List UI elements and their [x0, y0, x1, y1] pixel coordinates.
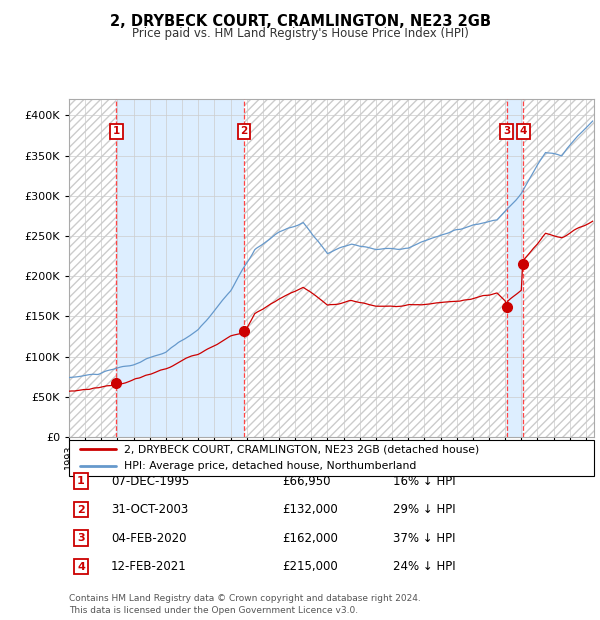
Bar	[69, 99, 116, 437]
Text: 2: 2	[241, 126, 248, 136]
Text: 29% ↓ HPI: 29% ↓ HPI	[393, 503, 455, 516]
Text: 2, DRYBECK COURT, CRAMLINGTON, NE23 2GB (detached house): 2, DRYBECK COURT, CRAMLINGTON, NE23 2GB …	[124, 445, 479, 454]
Text: 37% ↓ HPI: 37% ↓ HPI	[393, 532, 455, 544]
Bar	[244, 99, 506, 437]
Text: £215,000: £215,000	[282, 560, 338, 573]
Text: 24% ↓ HPI: 24% ↓ HPI	[393, 560, 455, 573]
Text: 4: 4	[77, 562, 85, 572]
Text: £66,950: £66,950	[282, 475, 331, 487]
Bar	[506, 99, 523, 437]
Bar	[523, 99, 594, 437]
Text: Price paid vs. HM Land Registry's House Price Index (HPI): Price paid vs. HM Land Registry's House …	[131, 27, 469, 40]
Bar	[116, 99, 244, 437]
Text: 31-OCT-2003: 31-OCT-2003	[111, 503, 188, 516]
Text: Contains HM Land Registry data © Crown copyright and database right 2024.
This d: Contains HM Land Registry data © Crown c…	[69, 594, 421, 615]
Text: 1: 1	[113, 126, 120, 136]
Text: 12-FEB-2021: 12-FEB-2021	[111, 560, 187, 573]
Text: 3: 3	[503, 126, 510, 136]
Text: 07-DEC-1995: 07-DEC-1995	[111, 475, 189, 487]
Text: 2: 2	[77, 505, 85, 515]
Text: £162,000: £162,000	[282, 532, 338, 544]
Text: 2, DRYBECK COURT, CRAMLINGTON, NE23 2GB: 2, DRYBECK COURT, CRAMLINGTON, NE23 2GB	[110, 14, 491, 29]
Text: 04-FEB-2020: 04-FEB-2020	[111, 532, 187, 544]
Text: 16% ↓ HPI: 16% ↓ HPI	[393, 475, 455, 487]
Text: 3: 3	[77, 533, 85, 543]
Text: 4: 4	[520, 126, 527, 136]
Text: £132,000: £132,000	[282, 503, 338, 516]
Text: HPI: Average price, detached house, Northumberland: HPI: Average price, detached house, Nort…	[124, 461, 416, 471]
Text: 1: 1	[77, 476, 85, 486]
